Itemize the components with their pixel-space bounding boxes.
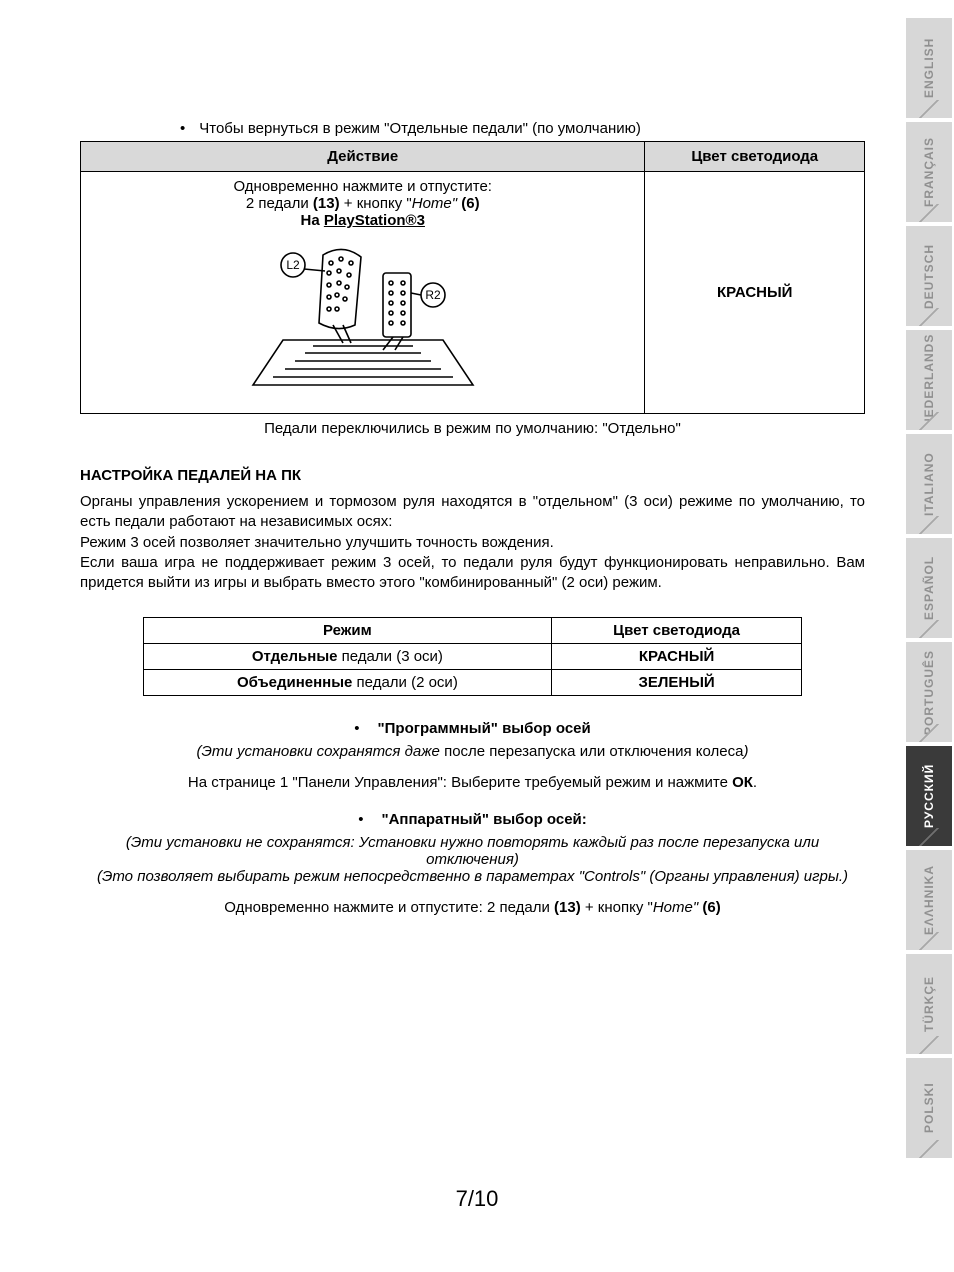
- tab-portugues[interactable]: PORTUGUÊS: [906, 642, 952, 742]
- hard-title-line: •"Аппаратный" выбор осей:: [80, 811, 865, 828]
- hard-note1: (Эти установки не сохранятся: Установки …: [80, 834, 865, 868]
- hard-note2: (Это позволяет выбирать режим непосредст…: [80, 868, 865, 885]
- mode-row2: Объединенные педали (2 оси): [143, 670, 551, 696]
- soft-instruction: На странице 1 "Панели Управления": Выбер…: [80, 774, 865, 791]
- ps3-line: На PlayStation®3: [89, 212, 636, 229]
- table1-caption: Педали переключились в режим по умолчани…: [80, 420, 865, 437]
- action-line1: Одновременно нажмите и отпустите:: [89, 178, 636, 195]
- tab-turkce[interactable]: TÜRKÇE: [906, 954, 952, 1054]
- intro-bullet: Чтобы вернуться в режим "Отдельные педал…: [180, 120, 865, 137]
- tab-italiano[interactable]: ITALIANO: [906, 434, 952, 534]
- body-text: Органы управления ускорением и тормозом …: [80, 492, 865, 593]
- tab-nederlands[interactable]: NEDERLANDS: [906, 330, 952, 430]
- mode-row1-led: КРАСНЫЙ: [551, 644, 801, 670]
- tab-deutsch[interactable]: DEUTSCH: [906, 226, 952, 326]
- page-number: 7/10: [0, 1186, 954, 1212]
- soft-title-line: •"Программный" выбор осей: [80, 720, 865, 737]
- tab-russian[interactable]: РУССКИЙ: [906, 746, 952, 846]
- l2-label: L2: [286, 258, 300, 272]
- tab-espanol[interactable]: ESPAÑOL: [906, 538, 952, 638]
- tab-francais[interactable]: FRANÇAIS: [906, 122, 952, 222]
- tab-greek[interactable]: ΕΛΛΗΝΙΚΑ: [906, 850, 952, 950]
- action-line2: 2 педали (13) + кнопку "Home" (6): [89, 195, 636, 212]
- pedal-illustration: L2 R2: [233, 235, 493, 405]
- hard-instruction: Одновременно нажмите и отпустите: 2 педа…: [80, 899, 865, 916]
- th-led2: Цвет светодиода: [551, 618, 801, 644]
- td-led: КРАСНЫЙ: [645, 172, 865, 414]
- th-mode: Режим: [143, 618, 551, 644]
- language-tabs: ENGLISH FRANÇAIS DEUTSCH NEDERLANDS ITAL…: [906, 18, 954, 1162]
- td-action: Одновременно нажмите и отпустите: 2 педа…: [81, 172, 645, 414]
- th-led: Цвет светодиода: [645, 142, 865, 172]
- mode-row2-led: ЗЕЛЕНЫЙ: [551, 670, 801, 696]
- action-table: Действие Цвет светодиода Одновременно на…: [80, 141, 865, 414]
- mode-table: Режим Цвет светодиода Отдельные педали (…: [143, 617, 802, 696]
- th-action: Действие: [81, 142, 645, 172]
- document-page: Чтобы вернуться в режим "Отдельные педал…: [80, 120, 865, 916]
- mode-row1: Отдельные педали (3 оси): [143, 644, 551, 670]
- tab-english[interactable]: ENGLISH: [906, 18, 952, 118]
- section-title: НАСТРОЙКА ПЕДАЛЕЙ НА ПК: [80, 467, 865, 484]
- soft-note: (Эти установки сохранятся даже после пер…: [80, 743, 865, 760]
- r2-label: R2: [425, 288, 441, 302]
- tab-polski[interactable]: POLSKI: [906, 1058, 952, 1158]
